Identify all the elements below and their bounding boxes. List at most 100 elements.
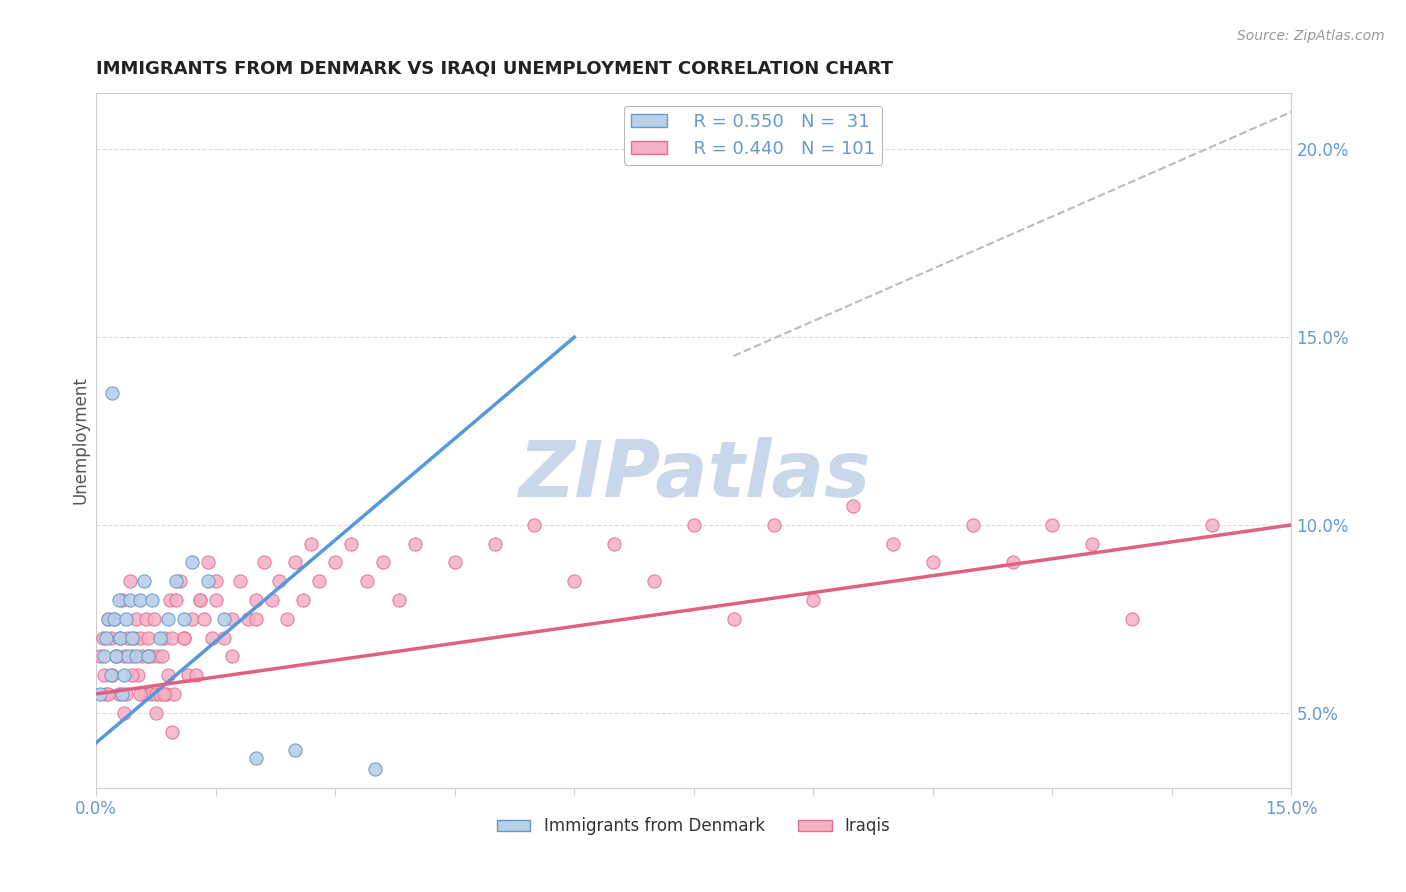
Point [221,649,243,664]
Point [159,593,181,607]
Point [129,631,152,645]
Point [260,593,283,607]
Point [882,537,904,551]
Point [125,649,148,664]
Point [118,593,141,607]
Point [1081,537,1104,551]
Point [136,631,159,645]
Point [124,631,146,645]
Point [1042,518,1064,533]
Point [101,668,124,682]
Point [204,574,226,589]
Y-axis label: Unemployment: Unemployment [72,376,89,504]
Point [165,574,187,589]
Point [371,556,394,570]
Point [177,668,200,682]
Point [100,631,122,645]
Point [163,687,186,701]
Point [93,649,115,664]
Point [212,612,235,626]
Point [105,649,128,664]
Legend: Immigrants from Denmark, Iraqis: Immigrants from Denmark, Iraqis [491,811,897,842]
Point [523,518,546,533]
Point [388,593,411,607]
Point [135,612,157,626]
Point [97,612,120,626]
Point [115,687,138,701]
Point [148,649,170,664]
Point [121,668,143,682]
Point [105,649,128,664]
Point [484,537,506,551]
Point [153,631,176,645]
Point [112,649,135,664]
Point [245,593,267,607]
Point [682,518,704,533]
Point [193,612,215,626]
Point [145,706,167,720]
Point [842,499,865,513]
Point [103,612,125,626]
Point [103,612,125,626]
Point [643,574,665,589]
Point [118,574,141,589]
Point [188,593,211,607]
Point [121,631,143,645]
Point [723,612,745,626]
Point [111,687,134,701]
Point [188,593,211,607]
Point [112,668,135,682]
Point [443,556,465,570]
Point [139,687,162,701]
Point [107,593,129,607]
Point [141,649,163,664]
Point [404,537,426,551]
Point [340,537,363,551]
Point [603,537,626,551]
Point [132,574,155,589]
Point [156,612,179,626]
Point [117,631,139,645]
Point [228,574,250,589]
Point [101,386,124,401]
Point [160,724,183,739]
Point [221,612,243,626]
Point [276,612,298,626]
Point [922,556,945,570]
Point [299,537,322,551]
Text: ZIPatlas: ZIPatlas [517,437,870,513]
Point [156,668,179,682]
Point [562,574,585,589]
Point [150,649,173,664]
Point [364,762,387,776]
Point [308,574,330,589]
Point [165,593,187,607]
Point [112,706,135,720]
Point [132,687,155,701]
Point [94,687,117,701]
Point [212,631,235,645]
Point [100,668,122,682]
Point [107,687,129,701]
Point [117,649,139,664]
Point [269,574,291,589]
Point [180,612,202,626]
Point [115,612,138,626]
Point [252,556,274,570]
Point [108,631,131,645]
Point [136,649,159,664]
Point [1001,556,1024,570]
Point [762,518,785,533]
Point [121,649,143,664]
Point [97,687,120,701]
Point [173,631,195,645]
Point [155,687,177,701]
Point [89,649,111,664]
Point [1201,518,1223,533]
Point [323,556,346,570]
Point [245,612,267,626]
Point [160,631,183,645]
Point [89,687,111,701]
Point [197,574,219,589]
Point [142,612,165,626]
